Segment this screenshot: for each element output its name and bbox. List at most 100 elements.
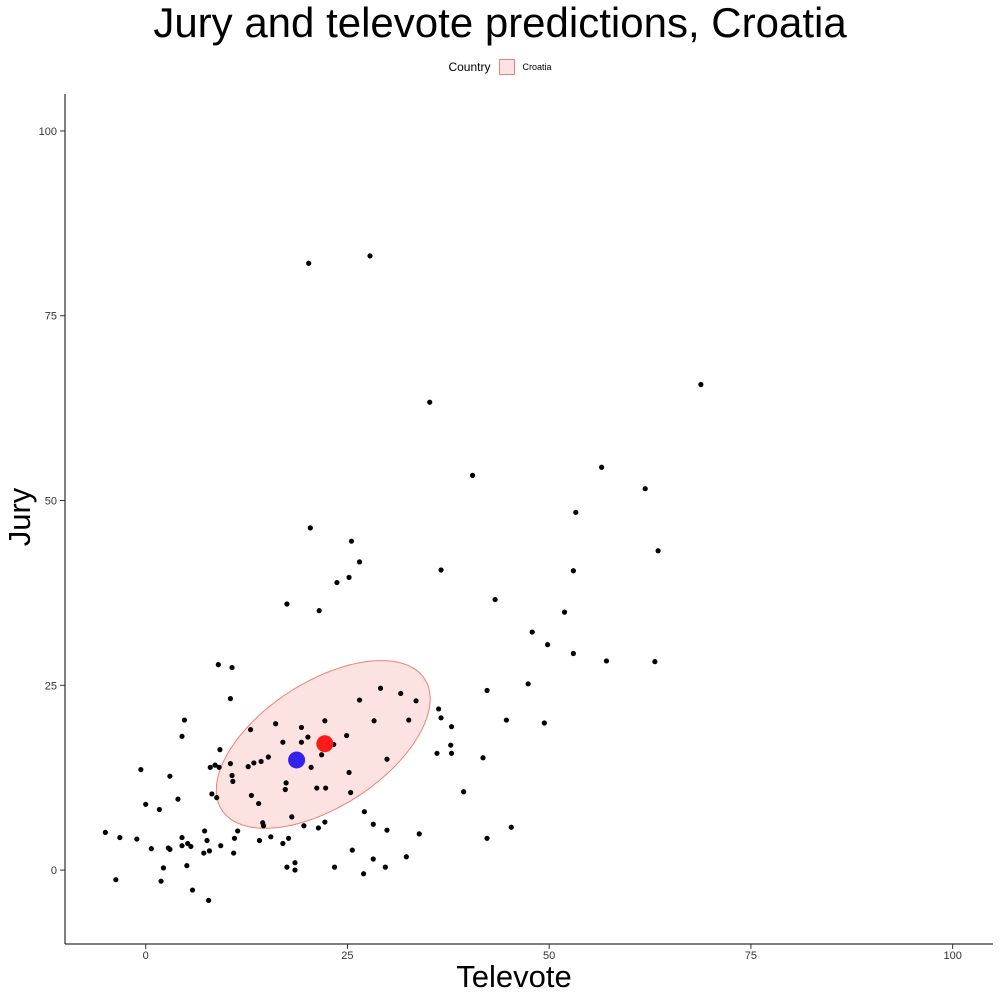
data-point: [561, 609, 568, 615]
x-tick-label: 0: [143, 950, 149, 962]
data-point: [215, 662, 221, 668]
data-point: [384, 827, 390, 833]
data-point: [231, 850, 237, 856]
data-point: [308, 764, 314, 770]
data-point: [285, 835, 292, 841]
data-point: [406, 717, 412, 723]
data-point: [371, 718, 377, 724]
data-point: [529, 629, 535, 635]
data-point: [413, 698, 419, 704]
data-point: [469, 472, 476, 478]
data-point: [348, 789, 354, 796]
data-point: [283, 780, 289, 786]
data-point: [698, 381, 704, 388]
data-point: [541, 720, 547, 726]
data-point: [202, 828, 208, 834]
data-point: [179, 733, 185, 739]
data-point: [360, 871, 367, 877]
data-point: [334, 579, 340, 586]
data-point: [652, 659, 658, 665]
data-point: [284, 864, 290, 870]
data-point: [434, 750, 440, 756]
legend: Country Croatia: [0, 56, 1000, 78]
data-point: [248, 792, 255, 799]
data-point: [231, 835, 238, 841]
data-point: [280, 739, 286, 745]
x-tick-label: 25: [341, 950, 353, 962]
data-point: [480, 755, 486, 761]
data-point: [427, 399, 433, 405]
data-point: [156, 806, 163, 813]
data-point: [319, 752, 325, 758]
data-point: [349, 847, 355, 853]
data-point: [284, 601, 290, 607]
data-point: [573, 509, 579, 515]
data-point: [292, 860, 298, 866]
x-tick-label: 100: [943, 950, 961, 962]
legend-label-croatia: Croatia: [522, 62, 552, 72]
data-point: [316, 608, 322, 614]
x-tick-label: 75: [745, 950, 757, 962]
x-tick-label: 50: [543, 950, 555, 962]
data-point: [235, 828, 241, 834]
data-point: [370, 856, 376, 862]
data-point: [398, 690, 404, 697]
data-point: [306, 260, 312, 266]
data-point: [367, 253, 373, 259]
data-point: [570, 650, 576, 657]
data-point: [229, 772, 235, 779]
data-point: [268, 834, 274, 840]
data-point: [227, 696, 234, 702]
data-point: [207, 764, 213, 770]
data-point: [484, 835, 490, 841]
data-point: [331, 864, 338, 870]
y-tick-label: 75: [45, 311, 57, 323]
data-point: [348, 538, 355, 544]
data-point: [438, 715, 444, 721]
data-point: [175, 796, 181, 802]
data-point: [189, 887, 196, 893]
data-point: [642, 486, 648, 492]
data-point: [212, 762, 218, 768]
highlight-point-blue: [288, 751, 306, 769]
data-point: [314, 785, 320, 791]
data-point: [148, 846, 154, 852]
data-point: [229, 664, 235, 671]
data-point: [201, 850, 207, 856]
data-point: [298, 739, 305, 745]
data-point: [322, 819, 328, 825]
data-point: [143, 801, 149, 807]
data-point: [384, 756, 390, 762]
data-point: [206, 897, 212, 903]
data-point: [370, 821, 376, 827]
data-point: [160, 865, 167, 871]
data-point: [179, 843, 185, 849]
data-point: [305, 734, 311, 740]
data-point: [218, 843, 224, 849]
y-axis-label: Jury: [2, 487, 37, 546]
data-point: [204, 837, 210, 844]
data-point: [436, 706, 442, 712]
data-point: [484, 687, 490, 694]
data-point: [603, 658, 610, 664]
x-axis-label: Televote: [456, 959, 571, 994]
data-point: [258, 758, 264, 765]
y-tick-label: 0: [51, 865, 57, 877]
chart-title: Jury and televote predictions, Croatia: [153, 0, 847, 46]
data-point: [206, 848, 213, 854]
data-point: [599, 464, 605, 470]
data-point: [346, 769, 352, 776]
data-point: [346, 574, 352, 580]
data-point: [416, 831, 422, 837]
data-point: [298, 724, 305, 731]
data-point: [356, 559, 363, 565]
data-point: [245, 764, 251, 770]
data-point: [323, 785, 329, 791]
data-point: [217, 747, 223, 753]
data-point: [344, 732, 350, 739]
y-tick-label: 25: [45, 680, 57, 692]
data-point: [361, 809, 367, 815]
data-point: [508, 824, 514, 830]
data-point: [282, 786, 288, 793]
